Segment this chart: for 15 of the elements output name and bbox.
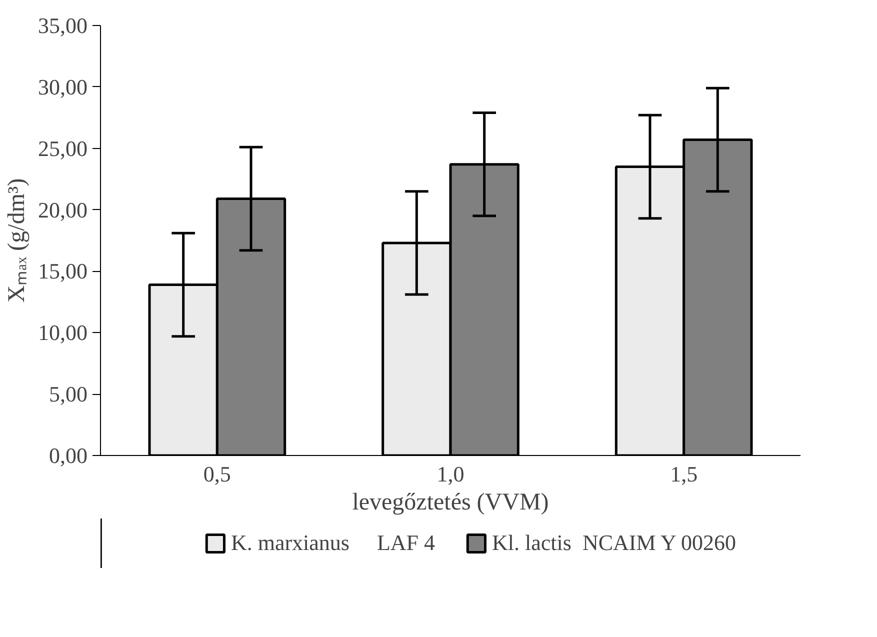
y-tick-label: 15,00 [38,258,88,284]
x-axis-title: levegőztetés (VVM) [352,490,549,516]
y-tick-label: 10,00 [38,320,88,346]
x-tick-label: 1,0 [436,462,464,486]
y-tick-label: 5,00 [49,382,88,407]
x-tick-label: 1,5 [670,462,698,486]
y-tick-label: 0,00 [49,443,88,468]
legend-label: Kl. lactis NCAIM Y 00260 [492,530,736,556]
y-tick-label: 20,00 [38,197,88,222]
x-tick-label: 0,5 [203,462,231,486]
y-tick-label: 30,00 [38,74,88,100]
y-tick-label: 25,00 [38,136,88,161]
legend-label: K. marxianus LAF 4 [230,530,436,556]
y-axis-title: Xₘₐₓ (g/dm³) [4,178,30,303]
y-tick-label: 35,00 [38,13,88,38]
